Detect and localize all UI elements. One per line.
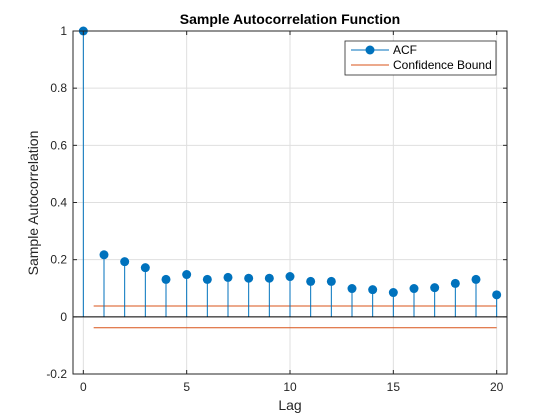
x-axis-label: Lag bbox=[278, 397, 301, 413]
acf-marker bbox=[182, 270, 192, 280]
acf-marker bbox=[347, 284, 357, 294]
y-tick-label: 0.2 bbox=[50, 253, 67, 267]
acf-stems bbox=[78, 26, 502, 317]
x-tick-label: 0 bbox=[80, 380, 87, 394]
x-tick-label: 5 bbox=[183, 380, 190, 394]
legend-acf-marker bbox=[365, 45, 375, 55]
chart-title: Sample Autocorrelation Function bbox=[180, 11, 400, 27]
x-tick-label: 10 bbox=[283, 380, 297, 394]
axis-ticks bbox=[73, 30, 507, 375]
y-tick-label: -0.2 bbox=[46, 367, 67, 381]
acf-marker bbox=[471, 274, 481, 284]
acf-marker bbox=[450, 278, 460, 288]
acf-marker bbox=[140, 263, 150, 273]
acf-marker bbox=[202, 274, 212, 284]
acf-marker bbox=[223, 272, 233, 282]
confidence-bounds bbox=[93, 305, 497, 329]
acf-marker bbox=[120, 257, 130, 267]
tick-labels: 0 5 10 15 20 -0.2 0 0.2 0.4 0.6 0.8 1 bbox=[46, 24, 503, 394]
acf-marker bbox=[492, 290, 502, 300]
acf-marker bbox=[161, 274, 171, 284]
acf-marker bbox=[326, 276, 336, 286]
y-tick-label: 0.4 bbox=[50, 196, 67, 210]
grid bbox=[73, 30, 507, 375]
acf-marker bbox=[388, 288, 398, 298]
y-tick-label: 0.6 bbox=[50, 138, 67, 152]
x-tick-label: 20 bbox=[490, 380, 504, 394]
legend-acf-label: ACF bbox=[393, 43, 417, 57]
acf-marker bbox=[409, 284, 419, 294]
acf-marker bbox=[306, 276, 316, 286]
legend-confidence-label: Confidence Bound bbox=[393, 58, 492, 72]
acf-marker bbox=[430, 283, 440, 293]
acf-marker bbox=[264, 273, 274, 283]
y-tick-label: 1 bbox=[60, 24, 67, 38]
acf-marker bbox=[368, 285, 378, 295]
legend: ACF Confidence Bound bbox=[344, 40, 497, 76]
y-tick-label: 0 bbox=[60, 310, 67, 324]
acf-marker bbox=[285, 272, 295, 282]
y-axis-label: Sample Autocorrelation bbox=[25, 131, 41, 276]
x-tick-label: 15 bbox=[387, 380, 401, 394]
acf-marker bbox=[244, 273, 254, 283]
y-tick-label: 0.8 bbox=[50, 81, 67, 95]
acf-marker bbox=[99, 250, 109, 260]
